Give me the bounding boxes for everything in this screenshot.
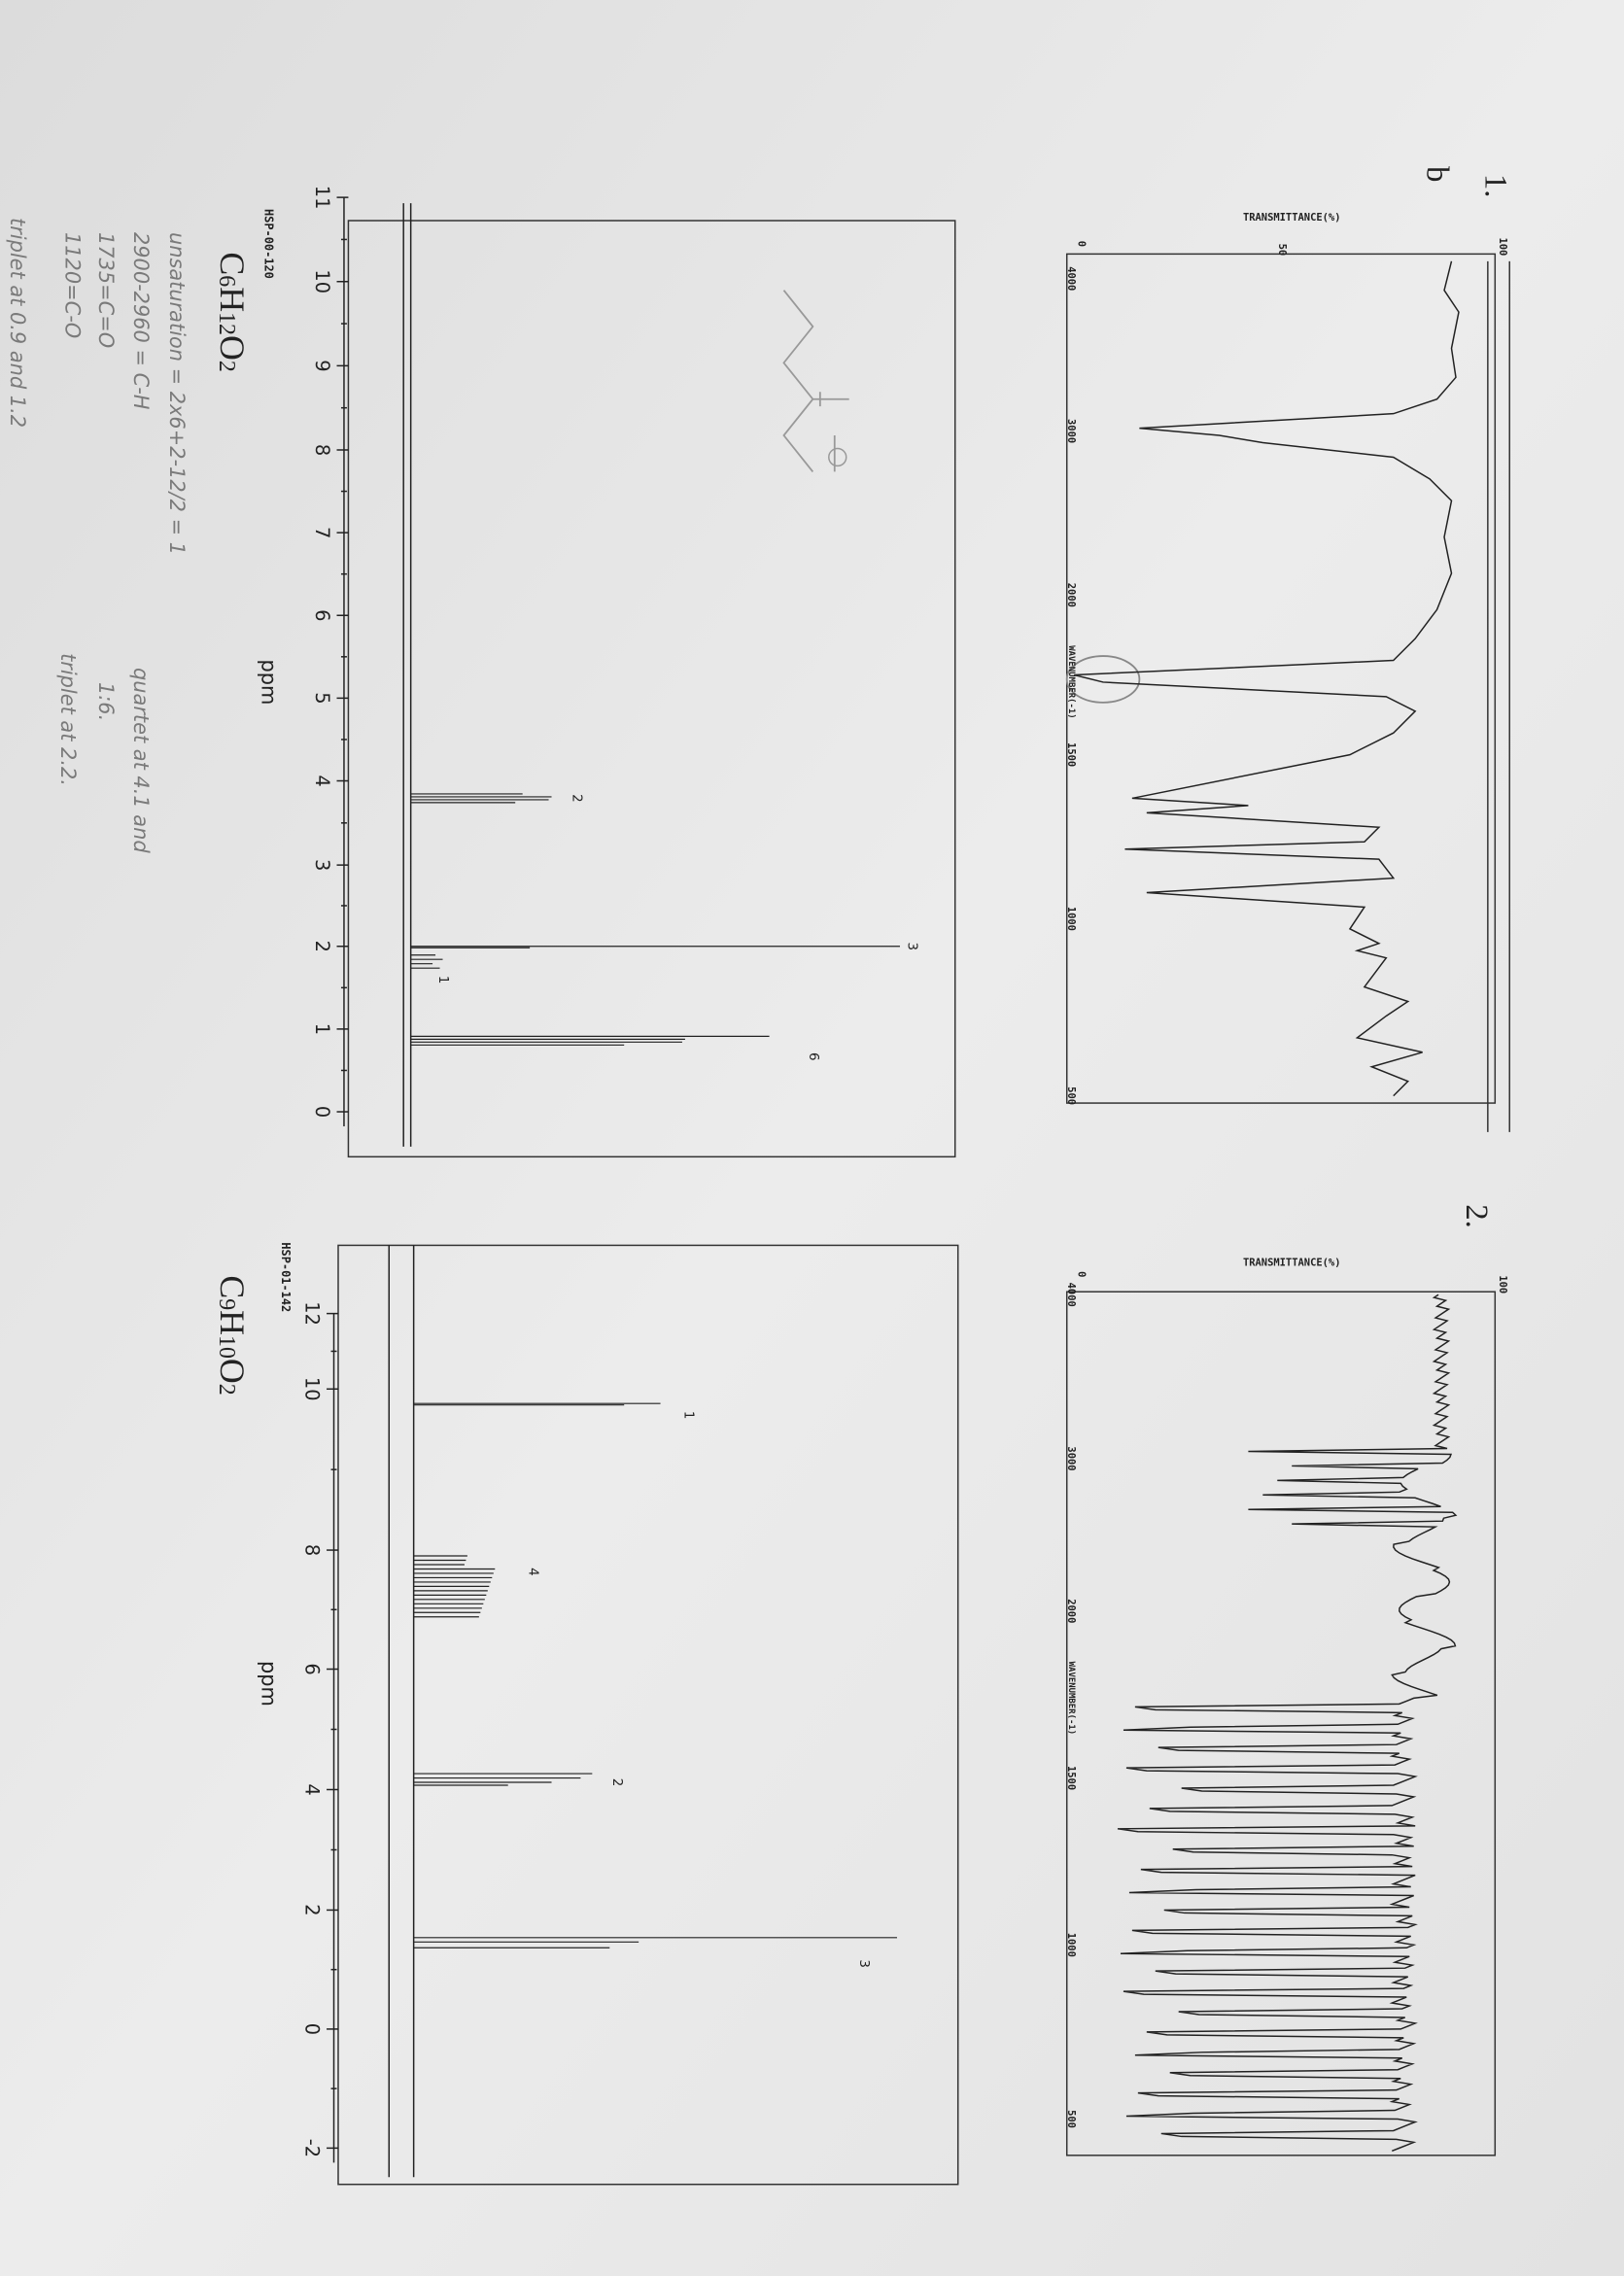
structure-sketch xyxy=(782,290,849,472)
tick-label: 3 xyxy=(311,859,333,871)
y-tick-label: 100 xyxy=(1497,1275,1508,1293)
tick-label: 12 xyxy=(301,1301,324,1326)
problem-part: b xyxy=(1420,166,1455,182)
peak-label: 2 xyxy=(609,1778,624,1787)
handwritten-note: 1735=C=O xyxy=(94,232,118,348)
tick-label: 9 xyxy=(311,360,333,371)
molecular-formula: C6H12O2 xyxy=(213,252,252,371)
x-tick-label: 3000 xyxy=(1065,419,1077,443)
problem-number: 1. xyxy=(1477,174,1512,198)
peak-label: 1 xyxy=(680,1411,695,1420)
tick-label: 1 xyxy=(311,1023,333,1035)
tick-label: 8 xyxy=(301,1544,324,1556)
x-tick-label: 1500 xyxy=(1065,742,1077,767)
structure-sketch xyxy=(828,447,847,467)
handwritten-note: unsaturation = 2x6+2-12/2 = 1 xyxy=(165,232,189,555)
tick-label: 7 xyxy=(311,527,333,538)
y-tick-label: 100 xyxy=(1497,237,1508,256)
handwritten-note: 2900-2960 = C-H xyxy=(129,232,153,410)
ir-1-trace xyxy=(1074,260,1460,1097)
x-tick-label: 1000 xyxy=(1065,1933,1077,1957)
handwritten-note: 1120=C-O xyxy=(61,232,85,338)
peak-label: 4 xyxy=(526,1568,540,1576)
tick-label: 2 xyxy=(311,941,333,952)
x-tick-label: 4000 xyxy=(1065,1283,1077,1307)
tick-label: 4 xyxy=(301,1783,324,1795)
peak-label: 3 xyxy=(904,942,918,950)
y-tick-label: 50 xyxy=(1276,244,1288,257)
tick-label: 4 xyxy=(311,775,333,786)
tick-label: 2 xyxy=(301,1904,324,1915)
tick-label: 6 xyxy=(311,609,333,621)
x-tick-label: 2000 xyxy=(1065,1599,1077,1623)
formula-part: C xyxy=(213,252,252,275)
tick-label: 10 xyxy=(301,1377,324,1401)
peak-label: 1 xyxy=(435,976,450,984)
ir-2-trace xyxy=(1117,1293,1458,2153)
y-axis-title: TRANSMITTANCE(%) xyxy=(1243,1257,1341,1268)
y-axis-title: TRANSMITTANCE(%) xyxy=(1243,212,1341,224)
tick-label: -2 xyxy=(301,2139,324,2157)
formula-part: 2 xyxy=(214,1384,239,1396)
x-axis-title: WAVENUMBER(-1) xyxy=(1066,1662,1076,1735)
nmr-2-frame xyxy=(337,1244,959,2186)
formula-part: O xyxy=(213,335,252,361)
tick-label: 11 xyxy=(311,186,333,210)
formula-part: H xyxy=(213,287,252,312)
tick-label: 10 xyxy=(311,269,333,293)
x-tick-label: 500 xyxy=(1065,1086,1077,1105)
formula-part: 12 xyxy=(214,312,239,335)
formula-part: 2 xyxy=(214,361,239,372)
handwritten-note: quartet at 4.1 and xyxy=(129,668,153,853)
formula-part: O xyxy=(213,1359,252,1384)
axis-label: ppm xyxy=(257,1661,280,1707)
x-tick-label: 2000 xyxy=(1065,583,1077,607)
tick-label: 0 xyxy=(311,1106,333,1118)
peak-label: 2 xyxy=(569,794,583,803)
handwritten-note: 1:6. xyxy=(94,682,118,721)
formula-part: 6 xyxy=(214,275,239,287)
x-tick-label: 500 xyxy=(1065,2110,1077,2128)
molecular-formula: C9H10O2 xyxy=(213,1275,252,1395)
problem-number: 2. xyxy=(1459,1204,1494,1228)
hand-circle xyxy=(1065,655,1141,704)
nmr-1-frame xyxy=(347,220,956,1158)
y-tick-label: 0 xyxy=(1076,241,1088,247)
tick-label: 0 xyxy=(301,2023,324,2035)
y-tick-label: 0 xyxy=(1076,1271,1088,1277)
tick-label: 6 xyxy=(301,1663,324,1674)
x-tick-label: 3000 xyxy=(1065,1446,1077,1470)
formula-part: H xyxy=(213,1310,252,1335)
x-tick-label: 1500 xyxy=(1065,1766,1077,1790)
handwritten-note: triplet at 0.9 and 1.2 xyxy=(6,218,29,428)
peak-label: 3 xyxy=(856,1959,871,1968)
tick-label: 5 xyxy=(311,692,333,704)
x-axis-title: WAVENUMBER(-1) xyxy=(1066,645,1076,718)
formula-part: 10 xyxy=(214,1335,239,1359)
spectrum-code: HSP-01-142 xyxy=(279,1242,293,1312)
ir-2-frame xyxy=(1065,1291,1497,2156)
formula-part: 9 xyxy=(214,1298,239,1310)
formula-part: C xyxy=(213,1275,252,1298)
x-tick-label: 4000 xyxy=(1065,266,1077,291)
page-content: 1.b2.10050040003000200015001000500WAVENU… xyxy=(6,166,1512,2186)
axis-label: ppm xyxy=(257,660,280,706)
tick-label: 8 xyxy=(311,444,333,456)
peak-label: 6 xyxy=(806,1052,820,1061)
handwritten-note: triplet at 2.2. xyxy=(56,653,80,786)
x-tick-label: 1000 xyxy=(1065,907,1077,931)
spectrum-code: HSP-00-120 xyxy=(261,209,275,279)
